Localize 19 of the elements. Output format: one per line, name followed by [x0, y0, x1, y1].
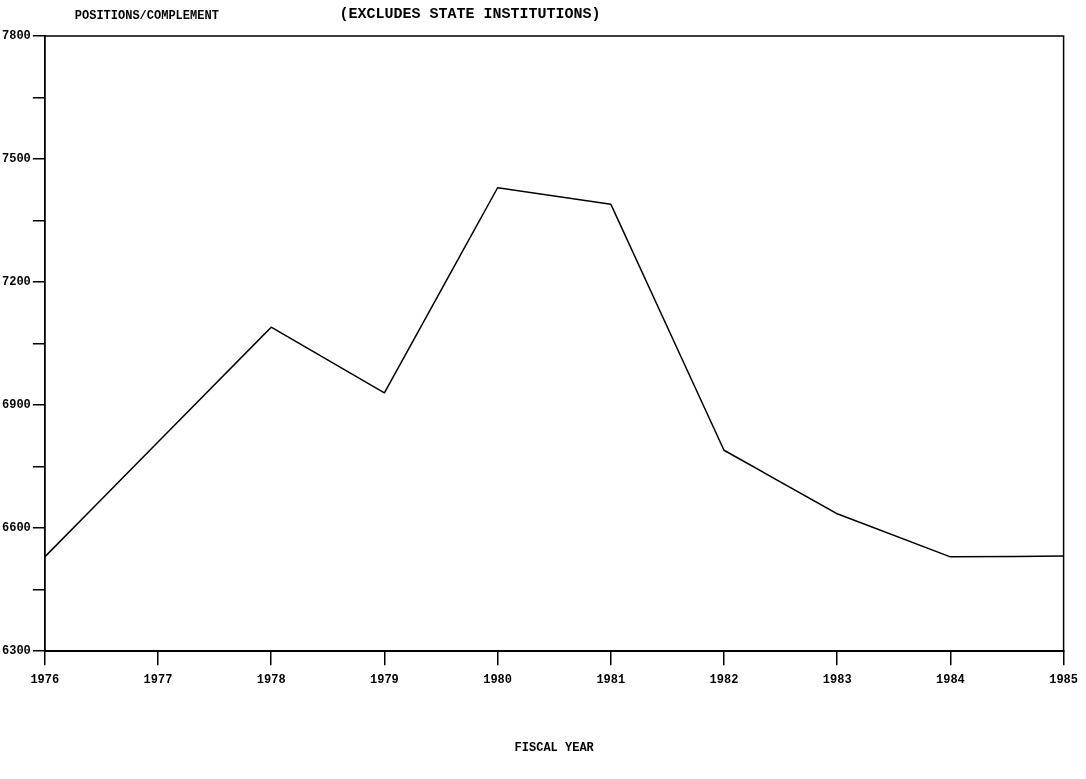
- x-tick-label: 1980: [483, 673, 513, 688]
- y-tick-label: 6600: [1, 521, 31, 536]
- x-tick-label: 1983: [822, 673, 852, 688]
- chart-title: (EXCLUDES STATE INSTITUTIONS): [339, 6, 601, 24]
- x-tick-label: 1979: [370, 673, 399, 688]
- y-axis-title: POSITIONS/COMPLEMENT: [74, 9, 219, 24]
- x-tick-label: 1981: [596, 673, 626, 688]
- x-axis-title: FISCAL YEAR: [514, 740, 595, 755]
- x-tick-label: 1977: [143, 673, 173, 688]
- y-tick-label: 7800: [1, 29, 31, 44]
- x-tick-label: 1982: [709, 673, 739, 688]
- x-tick-label: 1976: [30, 673, 60, 688]
- x-tick-label: 1978: [256, 673, 286, 688]
- y-tick-label: 7500: [1, 152, 31, 167]
- y-tick-label: 7200: [1, 275, 31, 290]
- x-tick-label: 1984: [935, 673, 965, 688]
- x-tick-label: 1985: [1049, 673, 1078, 688]
- y-tick-label: 6300: [1, 644, 31, 659]
- y-tick-label: 6900: [1, 398, 31, 413]
